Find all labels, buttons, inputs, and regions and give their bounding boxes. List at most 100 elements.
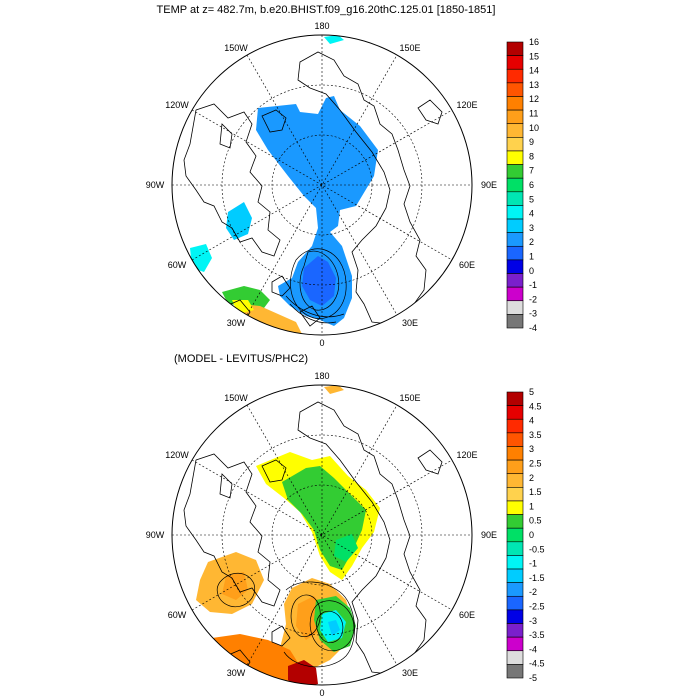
colorbar-tick-label: 4 <box>529 416 534 426</box>
lon-label-30e: 30E <box>402 318 418 328</box>
lon-label-150e: 150E <box>399 393 420 403</box>
colorbar-tick-label: -3 <box>529 309 537 319</box>
lon-label-150e: 150E <box>399 43 420 53</box>
field-blue <box>256 96 378 326</box>
field-cyan-light <box>190 244 212 272</box>
contour-lines <box>285 248 347 324</box>
colorbar-swatch <box>506 150 524 165</box>
lon-labels: 180 150W 150E 120W 120E 90W 90E 60W 60E … <box>146 21 497 348</box>
colorbar-swatch <box>506 123 524 138</box>
lon-label-60w: 60W <box>168 610 187 620</box>
colorbar-swatch <box>506 82 524 97</box>
colorbar-tick-label: 13 <box>529 80 539 90</box>
lon-label-30w: 30W <box>227 668 246 678</box>
colorbar-swatch <box>506 623 524 638</box>
colorbar-swatch <box>506 595 524 611</box>
field-top-patch <box>324 385 344 394</box>
panel-title: TEMP at z= 482.7m, b.e20.BHIST.f09_g16.2… <box>157 4 496 16</box>
colorbar-swatch <box>506 68 524 84</box>
lon-label-90e: 90E <box>481 180 497 190</box>
map-border <box>171 384 473 686</box>
colorbar-swatch <box>506 96 524 111</box>
colorbar-swatch <box>506 232 524 247</box>
colorbar-tick-label: -1 <box>529 559 537 569</box>
field-darkblue <box>302 256 336 306</box>
colorbar-tick-label: 3 <box>529 444 534 454</box>
colorbar-tick-label: 15 <box>529 51 539 61</box>
colorbar-tick-label: -1.5 <box>529 573 545 583</box>
colorbar-swatch <box>506 418 524 434</box>
map-border <box>171 34 473 336</box>
field-blue <box>328 620 340 636</box>
colorbar-swatch <box>506 245 524 261</box>
colorbar-swatch <box>506 650 524 665</box>
graticule <box>172 385 472 685</box>
colorbar-tick-label: -1 <box>529 280 537 290</box>
colorbar-tick-label: 0.5 <box>529 516 542 526</box>
colorbar-swatch <box>506 286 524 302</box>
field-lightgreen <box>334 534 358 562</box>
colorbar-tick-label: -4 <box>529 323 537 333</box>
colorbar-tick-label: -2 <box>529 294 537 304</box>
colorbar-tick-label: 5 <box>529 387 534 397</box>
colorbar-swatch <box>506 191 524 206</box>
colorbar-tick-label: 1 <box>529 501 534 511</box>
panel-title: (MODEL - LEVITUS/PHC2) <box>174 353 308 365</box>
colorbar-tick-label: 8 <box>529 151 534 161</box>
lon-label-0: 0 <box>319 688 324 698</box>
field-top-patch <box>324 35 344 44</box>
lon-label-90w: 90W <box>146 530 165 540</box>
colorbar-tick-label: 3.5 <box>529 430 542 440</box>
lon-label-120w: 120W <box>165 100 189 110</box>
colorbar-swatch <box>506 555 524 570</box>
colorbar-swatch <box>506 300 524 315</box>
lon-label-90e: 90E <box>481 530 497 540</box>
colorbar-tick-label: -4 <box>529 644 537 654</box>
colorbar-tick-label: 0 <box>529 266 534 276</box>
lon-label-180: 180 <box>314 21 329 31</box>
colorbar-swatch <box>506 487 524 502</box>
lon-label-60e: 60E <box>459 610 475 620</box>
lon-label-60w: 60W <box>168 260 187 270</box>
colorbar-tick-label: -4.5 <box>529 659 545 669</box>
colorbar-swatch <box>506 636 524 652</box>
colorbar-swatch <box>506 527 524 543</box>
colorbar-swatch <box>506 609 524 624</box>
colorbar-swatch <box>506 109 524 125</box>
colorbar-tick-label: -3 <box>529 616 537 626</box>
lon-label-150w: 150W <box>224 43 248 53</box>
colorbar-swatch <box>506 41 524 56</box>
colorbar-tick-label: -2.5 <box>529 602 545 612</box>
lon-label-60e: 60E <box>459 260 475 270</box>
colorbar-swatch <box>506 664 524 679</box>
lon-label-180: 180 <box>314 371 329 381</box>
colorbar-tick-label: 12 <box>529 94 539 104</box>
colorbar-swatch <box>506 259 524 274</box>
colorbar-swatch <box>506 432 524 447</box>
colorbar-swatch <box>506 582 524 597</box>
colorbar-swatch <box>506 55 524 70</box>
colorbar: 5 4.5 4 3.5 3 2.5 2 1.5 1 0.5 0 -0.5 -1 -1.5 -2 -2.5 -3 -… <box>506 387 545 683</box>
panel-bottom: (MODEL - LEVITUS/PHC2) <box>146 353 545 698</box>
lon-label-120e: 120E <box>456 450 477 460</box>
colorbar-tick-label: 0 <box>529 530 534 540</box>
colorbar-tick-label: 6 <box>529 180 534 190</box>
colorbar-tick-label: 2 <box>529 237 534 247</box>
contour-lines <box>216 572 355 668</box>
colorbar-tick-label: -0.5 <box>529 544 545 554</box>
colorbar-tick-label: 5 <box>529 194 534 204</box>
field-cyan <box>226 202 252 240</box>
colorbar-tick-label: 4 <box>529 209 534 219</box>
panel-top: TEMP at z= 482.7m, b.e20.BHIST.f09_g16.2… <box>146 4 539 348</box>
colorbar-swatch <box>506 137 524 152</box>
lon-label-150w: 150W <box>224 393 248 403</box>
colorbar-tick-label: 7 <box>529 166 534 176</box>
colorbar-swatch <box>506 514 524 529</box>
field-red <box>288 660 318 685</box>
lon-label-30w: 30W <box>227 318 246 328</box>
field-orange-left2 <box>222 572 248 600</box>
colorbar-tick-label: 16 <box>529 37 539 47</box>
colorbar-tick-label: 1.5 <box>529 487 542 497</box>
